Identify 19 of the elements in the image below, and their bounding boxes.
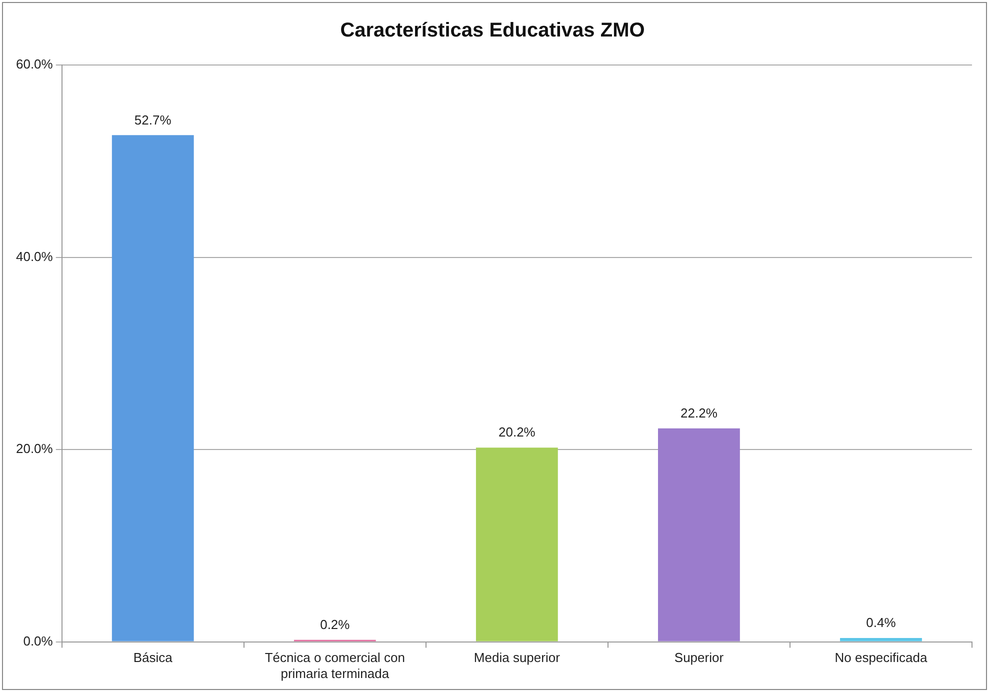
bar xyxy=(476,448,558,642)
chart-title: Características Educativas ZMO xyxy=(340,20,645,42)
x-tick-label: Básica xyxy=(133,650,174,666)
bar xyxy=(112,135,194,642)
x-tick-label: Superior xyxy=(674,650,724,666)
data-label: 0.2% xyxy=(320,616,350,632)
y-tick-label: 0.0% xyxy=(23,633,54,648)
bar xyxy=(658,428,740,642)
bar xyxy=(840,638,922,642)
x-tick-label: Técnica o comercial con primaria terminada xyxy=(264,650,405,681)
y-tick-label: 20.0% xyxy=(16,441,54,456)
data-label: 20.2% xyxy=(498,424,536,440)
y-tick-label: 40.0% xyxy=(16,248,54,264)
data-label: 52.7% xyxy=(134,112,172,128)
data-label: 22.2% xyxy=(680,405,718,420)
x-tick-label: Media superior xyxy=(474,650,561,666)
data-label: 0.4% xyxy=(866,615,896,630)
y-tick-label: 60.0% xyxy=(16,56,54,72)
x-tick-label: No especificada xyxy=(834,650,928,666)
